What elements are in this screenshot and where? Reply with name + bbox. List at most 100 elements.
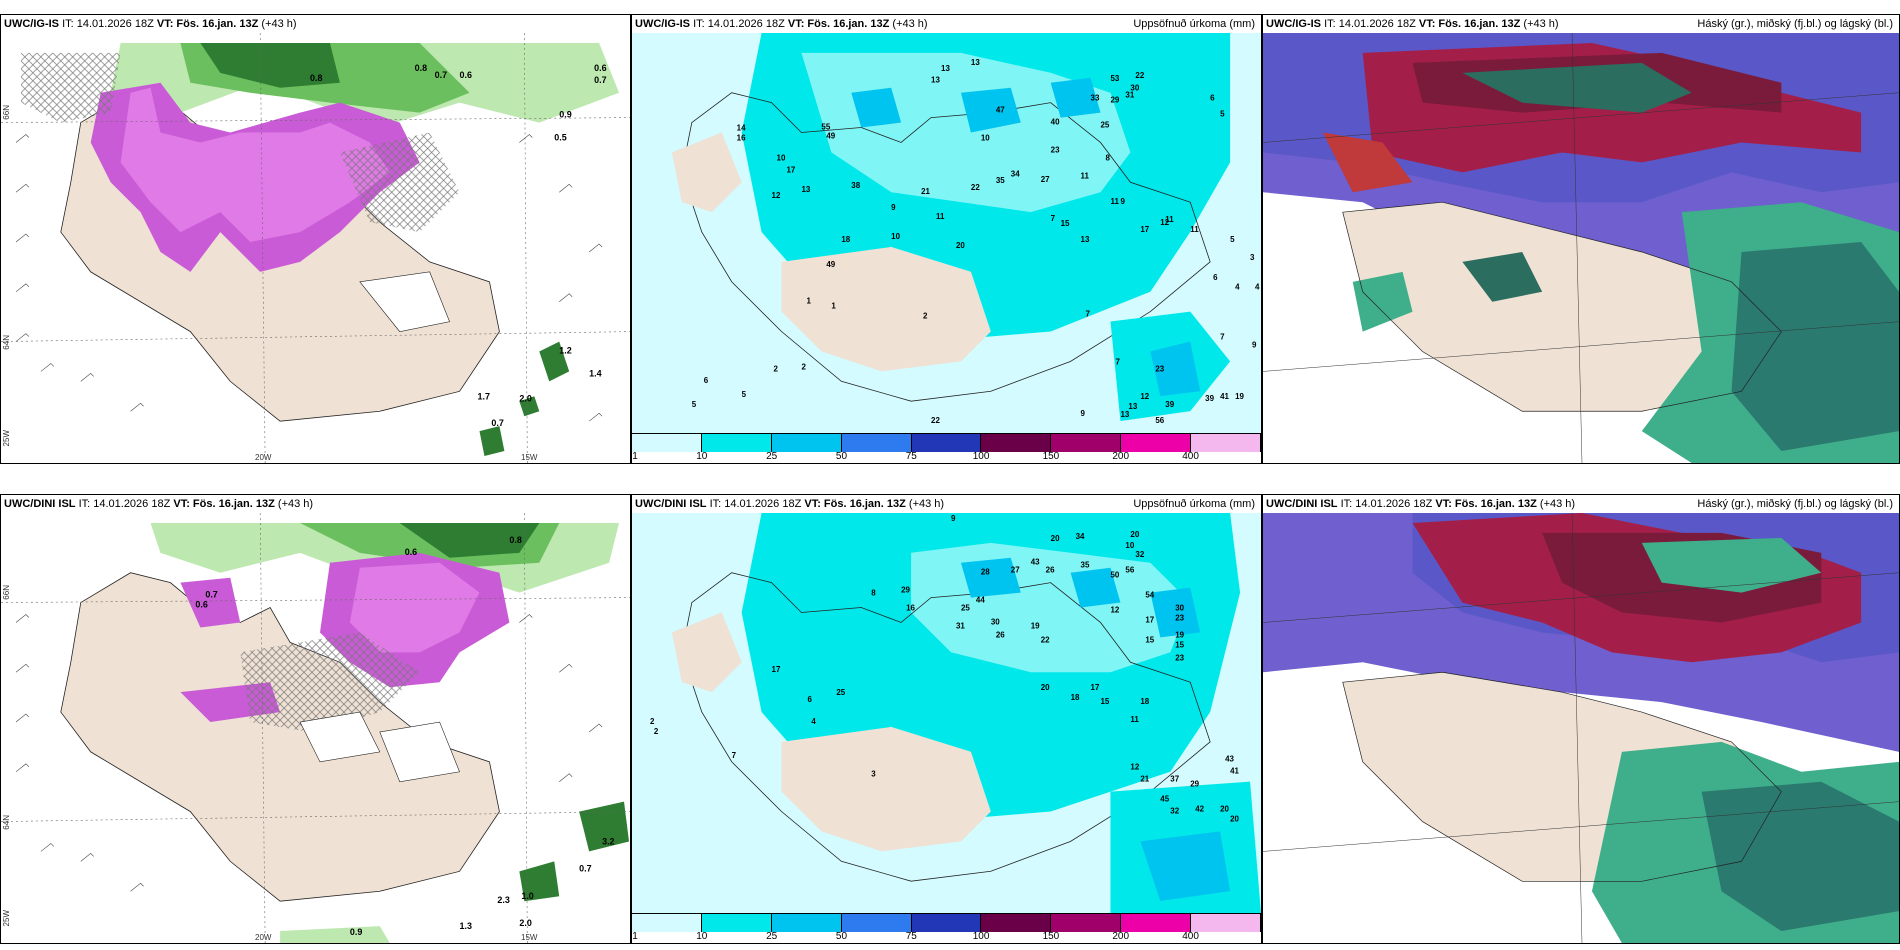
- svg-text:14: 14: [737, 124, 746, 133]
- colorbar-swatch: [841, 434, 912, 452]
- map-canvas: [1263, 513, 1899, 943]
- svg-text:15: 15: [1061, 219, 1070, 228]
- svg-text:32: 32: [1170, 807, 1179, 816]
- svg-text:6: 6: [807, 695, 812, 704]
- lon-label-20w: 20W: [255, 933, 272, 942]
- svg-text:0.7: 0.7: [491, 418, 503, 428]
- svg-text:39: 39: [1165, 400, 1174, 409]
- svg-text:0.6: 0.6: [195, 600, 207, 610]
- svg-text:26: 26: [1046, 566, 1055, 575]
- map-view[interactable]: 0.6 0.8 0.7 0.9 1.3 2.0 1.0 2.3 3.2 0.7 0.6: [1, 513, 630, 943]
- colorbar-swatch: [632, 434, 702, 452]
- svg-text:4: 4: [1235, 283, 1240, 292]
- colorbar-swatch: [1121, 914, 1192, 932]
- svg-text:8: 8: [871, 589, 876, 598]
- map-view[interactable]: [1263, 33, 1899, 463]
- svg-text:0.8: 0.8: [509, 535, 521, 545]
- svg-text:9: 9: [1120, 197, 1125, 206]
- panel-dini-wind-precip: UWC/DINI ISL IT: 14.01.2026 18Z VT: Fös.…: [0, 494, 631, 944]
- svg-text:0.7: 0.7: [594, 75, 606, 85]
- svg-text:13: 13: [941, 64, 950, 73]
- svg-text:49: 49: [826, 260, 835, 269]
- field-label: Uppsöfnuð úrkoma (mm): [1133, 498, 1255, 510]
- svg-text:13: 13: [931, 76, 940, 85]
- svg-text:1: 1: [831, 302, 836, 311]
- svg-text:21: 21: [921, 187, 930, 196]
- svg-text:25: 25: [961, 604, 970, 613]
- svg-text:26: 26: [996, 630, 1005, 639]
- svg-text:35: 35: [996, 176, 1005, 185]
- svg-text:0.6: 0.6: [594, 63, 606, 73]
- lat-label-66n: 66N: [2, 585, 11, 600]
- svg-text:1.4: 1.4: [589, 368, 601, 378]
- valid-time: VT: Fös. 16.jan. 13Z: [1435, 498, 1537, 510]
- svg-text:19: 19: [1235, 392, 1244, 401]
- svg-text:12: 12: [1160, 218, 1169, 227]
- svg-text:23: 23: [1155, 364, 1164, 373]
- svg-text:20: 20: [1230, 814, 1239, 823]
- svg-text:22: 22: [971, 183, 980, 192]
- colorbar-label: 10: [696, 931, 708, 942]
- map-view[interactable]: [1263, 513, 1899, 943]
- precip-colorbar: 1 10 25 50 75 100 150 200 400: [632, 913, 1261, 943]
- valid-time: VT: Fös. 16.jan. 13Z: [1418, 18, 1521, 30]
- svg-text:43: 43: [1225, 755, 1234, 764]
- svg-text:40: 40: [1051, 118, 1060, 127]
- panel-header: UWC/IG-IS IT: 14.01.2026 18Z VT: Fös. 16…: [632, 15, 1261, 33]
- panel-header: UWC/IG-IS IT: 14.01.2026 18Z VT: Fös. 16…: [1, 15, 630, 33]
- init-time: IT: 14.01.2026 18Z: [709, 498, 802, 510]
- svg-text:27: 27: [1041, 175, 1050, 184]
- map-canvas: [1263, 33, 1899, 463]
- svg-text:50: 50: [1110, 571, 1119, 580]
- field-label: Uppsöfnuð úrkoma (mm): [1133, 18, 1255, 30]
- map-canvas: 0.8 0.8 0.7 0.6 0.6 0.7 0.9 0.5 1.7 2.0 1.2 1.4 0…: [1, 33, 630, 463]
- svg-text:30: 30: [1175, 604, 1184, 613]
- svg-text:41: 41: [1220, 392, 1229, 401]
- svg-text:1.3: 1.3: [460, 921, 472, 931]
- svg-text:19: 19: [1175, 630, 1184, 639]
- svg-text:0.6: 0.6: [460, 70, 472, 80]
- svg-text:25: 25: [1101, 121, 1110, 130]
- model-name: UWC/IG-IS: [1266, 18, 1321, 30]
- svg-text:10: 10: [777, 153, 786, 162]
- svg-text:0.9: 0.9: [559, 110, 571, 120]
- map-view[interactable]: 9 20 34 20 10 32 28 27 43 26 35 50 56 8 29 16 25 44 31…: [632, 513, 1261, 913]
- colorbar-label: 10: [696, 451, 708, 462]
- svg-text:42: 42: [1195, 805, 1204, 814]
- colorbar-swatch: [911, 914, 982, 932]
- model-name: UWC/DINI ISL: [4, 498, 76, 510]
- svg-text:6: 6: [1210, 94, 1215, 103]
- svg-text:15: 15: [1175, 640, 1184, 649]
- svg-text:12: 12: [1140, 392, 1149, 401]
- colorbar-swatch: [632, 914, 702, 932]
- colorbar-swatch: [701, 434, 772, 452]
- colorbar-swatch: [981, 914, 1052, 932]
- colorbar-label: 25: [766, 451, 778, 462]
- lat-label-25w: 25W: [2, 430, 11, 447]
- svg-text:35: 35: [1081, 561, 1090, 570]
- colorbar-label: 1: [632, 931, 638, 942]
- map-view[interactable]: 0.8 0.8 0.7 0.6 0.6 0.7 0.9 0.5 1.7 2.0 1.2 1.4 0…: [1, 33, 630, 463]
- svg-text:17: 17: [772, 665, 781, 674]
- svg-text:5: 5: [1230, 235, 1235, 244]
- colorbar-swatch: [1121, 434, 1192, 452]
- svg-text:0.7: 0.7: [435, 70, 447, 80]
- valid-time: VT: Fös. 16.jan. 13Z: [156, 18, 259, 30]
- svg-text:12: 12: [772, 191, 781, 200]
- svg-text:41: 41: [1230, 767, 1239, 776]
- svg-text:0.5: 0.5: [554, 133, 566, 143]
- svg-text:17: 17: [787, 165, 796, 174]
- svg-text:10: 10: [981, 133, 990, 142]
- svg-text:47: 47: [996, 106, 1005, 115]
- svg-text:2: 2: [801, 362, 806, 371]
- svg-text:0.8: 0.8: [415, 63, 427, 73]
- svg-text:2.0: 2.0: [519, 918, 531, 928]
- svg-text:54: 54: [1145, 591, 1154, 600]
- colorbar-label: 150: [1042, 451, 1060, 462]
- svg-text:13: 13: [1128, 402, 1137, 411]
- map-view[interactable]: 13 13 13 22 30 53 6 5 14 16 55 49 47 10 40 33 29 31 25…: [632, 33, 1261, 433]
- valid-time: VT: Fös. 16.jan. 13Z: [787, 18, 890, 30]
- lead-time: (+43 h): [277, 498, 314, 510]
- colorbar-label: 150: [1042, 931, 1060, 942]
- svg-text:22: 22: [931, 416, 940, 425]
